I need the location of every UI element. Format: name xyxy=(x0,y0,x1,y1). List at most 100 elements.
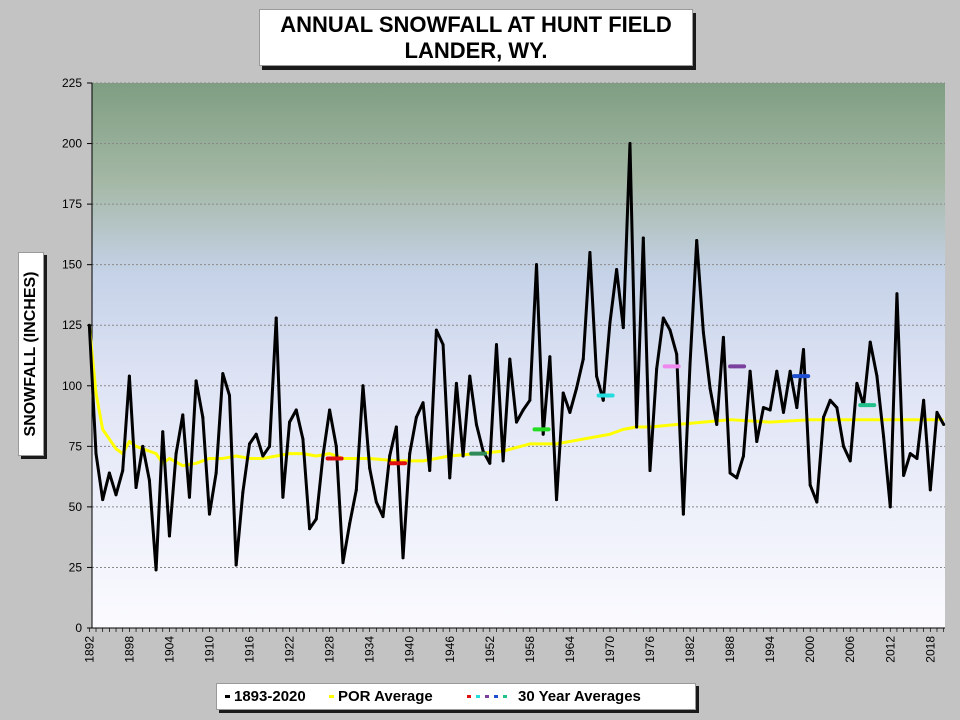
annual-snowfall-point xyxy=(648,469,652,473)
annual-snowfall-point xyxy=(808,483,812,487)
x-tick-label: 1988 xyxy=(723,636,737,663)
annual-snowfall-point xyxy=(114,493,118,497)
annual-snowfall-point xyxy=(174,452,178,456)
x-tick-label: 1910 xyxy=(202,636,216,663)
annual-snowfall-point xyxy=(781,410,785,414)
annual-snowfall-point xyxy=(768,408,772,412)
annual-snowfall-point xyxy=(935,410,939,414)
annual-snowfall-point xyxy=(501,459,505,463)
annual-snowfall-point xyxy=(308,527,312,531)
annual-snowfall-point xyxy=(248,442,252,446)
annual-snowfall-point xyxy=(675,352,679,356)
annual-snowfall-point xyxy=(815,500,819,504)
y-axis-label: SNOWFALL (INCHES) xyxy=(22,271,39,437)
legend-swatch-por xyxy=(329,695,334,698)
annual-snowfall-point xyxy=(802,347,806,351)
annual-snowfall-point xyxy=(121,469,125,473)
title-line-1: ANNUAL SNOWFALL AT HUNT FIELD xyxy=(280,12,672,37)
annual-snowfall-point xyxy=(448,476,452,480)
annual-snowfall-point xyxy=(575,386,579,390)
x-tick-label: 1976 xyxy=(643,636,657,663)
y-tick-label: 175 xyxy=(62,197,82,211)
x-tick-label: 1994 xyxy=(763,636,777,663)
annual-snowfall-point xyxy=(942,423,946,427)
annual-snowfall-point xyxy=(221,372,225,376)
annual-snowfall-point xyxy=(748,369,752,373)
annual-snowfall-point xyxy=(214,471,218,475)
annual-snowfall-point xyxy=(107,471,111,475)
y-tick-label: 225 xyxy=(62,76,82,90)
annual-snowfall-point xyxy=(341,561,345,565)
annual-snowfall-point xyxy=(101,498,105,502)
y-tick-label: 25 xyxy=(69,560,83,574)
annual-snowfall-point xyxy=(234,563,238,567)
x-tick-label: 1898 xyxy=(122,636,136,663)
annual-snowfall-point xyxy=(528,398,532,402)
annual-snowfall-point xyxy=(181,413,185,417)
x-tick-label: 1922 xyxy=(283,636,297,663)
x-tick-label: 1964 xyxy=(563,636,577,663)
annual-snowfall-point xyxy=(414,415,418,419)
annual-snowfall-point xyxy=(795,406,799,410)
annual-snowfall-point xyxy=(388,454,392,458)
annual-snowfall-point xyxy=(581,357,585,361)
x-tick-label: 1904 xyxy=(162,636,176,663)
annual-snowfall-point xyxy=(301,437,305,441)
annual-snowfall-point xyxy=(741,454,745,458)
annual-snowfall-point xyxy=(494,343,498,347)
annual-snowfall-point xyxy=(408,452,412,456)
legend: 1893-2020 POR Average 30 Year Averages xyxy=(216,683,696,710)
y-tick-label: 75 xyxy=(69,439,83,453)
annual-snowfall-point xyxy=(401,556,405,560)
annual-snowfall-point xyxy=(368,466,372,470)
annual-snowfall-point xyxy=(374,500,378,504)
annual-snowfall-point xyxy=(908,452,912,456)
x-tick-label: 1934 xyxy=(363,636,377,663)
annual-snowfall-point xyxy=(321,454,325,458)
annual-snowfall-point xyxy=(434,328,438,332)
annual-snowfall-point xyxy=(548,355,552,359)
annual-snowfall-point xyxy=(288,420,292,424)
annual-snowfall-point xyxy=(822,415,826,419)
annual-snowfall-point xyxy=(201,415,205,419)
legend-swatch-30yr xyxy=(467,695,512,698)
annual-snowfall-point xyxy=(701,330,705,334)
annual-snowfall-point xyxy=(314,517,318,521)
annual-snowfall-point xyxy=(681,512,685,516)
y-tick-label: 150 xyxy=(62,258,82,272)
annual-snowfall-point xyxy=(541,432,545,436)
annual-snowfall-point xyxy=(668,328,672,332)
annual-snowfall-point xyxy=(187,495,191,499)
annual-snowfall-point xyxy=(588,251,592,255)
annual-snowfall-point xyxy=(421,401,425,405)
x-tick-label: 2006 xyxy=(843,636,857,663)
legend-item-30yr: 30 Year Averages xyxy=(467,688,641,705)
annual-snowfall-point xyxy=(922,398,926,402)
annual-snowfall-point xyxy=(775,369,779,373)
annual-snowfall-point xyxy=(454,381,458,385)
annual-snowfall-point xyxy=(535,263,539,267)
annual-snowfall-point xyxy=(755,439,759,443)
x-tick-label: 1982 xyxy=(683,636,697,663)
annual-snowfall-point xyxy=(868,340,872,344)
annual-snowfall-point xyxy=(127,374,131,378)
x-tick-label: 2012 xyxy=(883,636,897,663)
annual-snowfall-point xyxy=(514,420,518,424)
annual-snowfall-point xyxy=(194,379,198,383)
annual-snowfall-point xyxy=(254,432,258,436)
x-tick-label: 2000 xyxy=(803,636,817,663)
annual-snowfall-point xyxy=(134,486,138,490)
annual-snowfall-point xyxy=(261,454,265,458)
annual-snowfall-point xyxy=(394,425,398,429)
annual-snowfall-point xyxy=(555,498,559,502)
annual-snowfall-point xyxy=(928,488,932,492)
annual-snowfall-point xyxy=(207,512,211,516)
annual-snowfall-point xyxy=(655,367,659,371)
annual-snowfall-point xyxy=(167,534,171,538)
annual-snowfall-point xyxy=(628,142,632,146)
annual-snowfall-point xyxy=(274,316,278,320)
annual-snowfall-point xyxy=(461,454,465,458)
annual-snowfall-point xyxy=(895,292,899,296)
y-tick-label: 50 xyxy=(69,500,83,514)
annual-snowfall-point xyxy=(695,238,699,242)
